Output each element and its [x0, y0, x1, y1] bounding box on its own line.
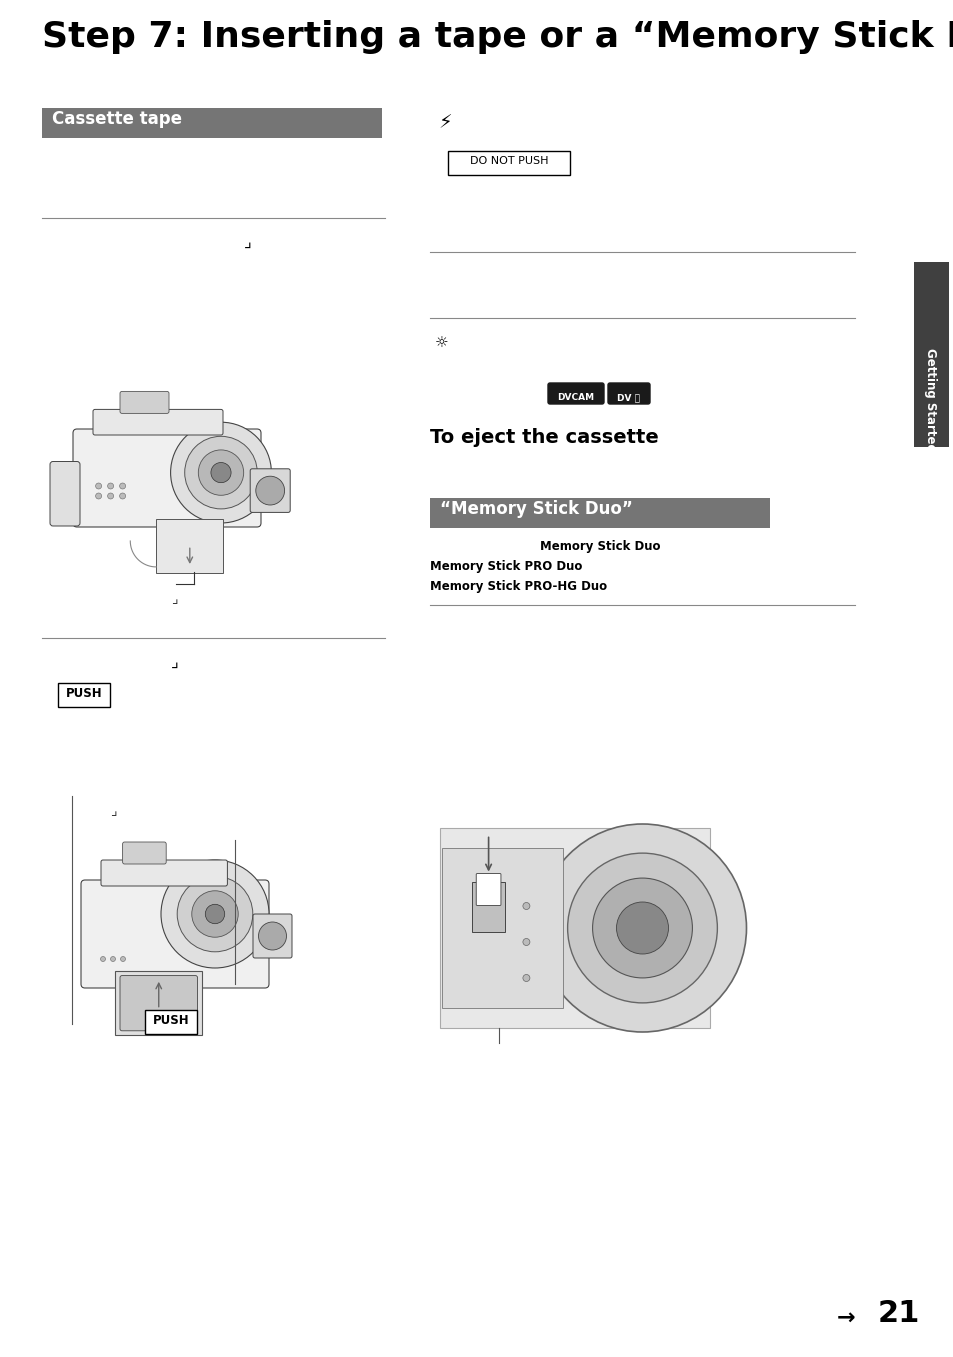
Bar: [115, 972, 202, 1035]
FancyBboxPatch shape: [50, 461, 80, 527]
FancyBboxPatch shape: [81, 879, 269, 988]
Circle shape: [119, 483, 126, 489]
Bar: [430, 498, 769, 528]
Bar: [472, 882, 504, 932]
Circle shape: [522, 974, 529, 981]
FancyBboxPatch shape: [250, 468, 290, 513]
Text: ⌟: ⌟: [244, 233, 252, 251]
Circle shape: [120, 957, 126, 962]
Circle shape: [192, 890, 238, 938]
Circle shape: [537, 824, 745, 1033]
Circle shape: [108, 483, 113, 489]
Circle shape: [592, 878, 692, 978]
Text: DVCAM: DVCAM: [557, 394, 594, 402]
Bar: [439, 828, 709, 1029]
FancyBboxPatch shape: [476, 874, 500, 905]
Text: 21: 21: [877, 1299, 920, 1329]
Text: PUSH: PUSH: [66, 687, 102, 700]
FancyBboxPatch shape: [73, 429, 261, 527]
Circle shape: [100, 957, 106, 962]
Bar: [913, 262, 948, 446]
Circle shape: [119, 493, 126, 499]
FancyBboxPatch shape: [120, 391, 169, 414]
Text: PUSH: PUSH: [152, 1014, 189, 1027]
Text: DV 内: DV 内: [617, 394, 639, 402]
FancyBboxPatch shape: [253, 915, 292, 958]
FancyBboxPatch shape: [145, 1010, 196, 1034]
FancyBboxPatch shape: [123, 841, 166, 864]
Circle shape: [108, 493, 113, 499]
Text: Getting Started: Getting Started: [923, 347, 937, 452]
Text: Memory Stick PRO-HG Duo: Memory Stick PRO-HG Duo: [430, 579, 606, 593]
FancyBboxPatch shape: [607, 383, 649, 404]
Text: “Memory Stick Duo”: “Memory Stick Duo”: [439, 499, 632, 518]
Text: ⚡: ⚡: [437, 113, 452, 132]
Text: ☼: ☼: [435, 337, 448, 351]
Circle shape: [255, 476, 284, 505]
Circle shape: [522, 939, 529, 946]
Circle shape: [177, 877, 253, 951]
Text: Memory Stick Duo: Memory Stick Duo: [539, 540, 659, 554]
Text: ⌟: ⌟: [171, 653, 178, 670]
Bar: [156, 520, 223, 574]
Circle shape: [616, 902, 668, 954]
Text: ⌟: ⌟: [172, 592, 177, 607]
FancyBboxPatch shape: [92, 410, 223, 436]
Bar: [441, 848, 563, 1008]
Circle shape: [95, 483, 101, 489]
Text: To eject the cassette: To eject the cassette: [430, 427, 659, 446]
Circle shape: [211, 463, 231, 483]
Circle shape: [198, 451, 243, 495]
Circle shape: [185, 437, 257, 509]
FancyBboxPatch shape: [101, 860, 227, 886]
Circle shape: [111, 957, 115, 962]
Circle shape: [522, 902, 529, 909]
Circle shape: [258, 921, 286, 950]
FancyBboxPatch shape: [448, 151, 569, 175]
FancyBboxPatch shape: [120, 976, 197, 1031]
Circle shape: [567, 854, 717, 1003]
Circle shape: [171, 422, 271, 522]
Text: Cassette tape: Cassette tape: [52, 110, 182, 128]
Text: →: →: [836, 1308, 854, 1329]
Text: ⌟: ⌟: [110, 803, 116, 818]
Circle shape: [161, 860, 269, 968]
FancyBboxPatch shape: [58, 683, 110, 707]
Circle shape: [95, 493, 101, 499]
Text: DO NOT PUSH: DO NOT PUSH: [469, 156, 548, 166]
Circle shape: [205, 904, 225, 924]
Text: Memory Stick PRO Duo: Memory Stick PRO Duo: [430, 560, 581, 573]
Text: Step 7: Inserting a tape or a “Memory Stick Duo”: Step 7: Inserting a tape or a “Memory St…: [42, 20, 953, 54]
Bar: [42, 109, 381, 138]
FancyBboxPatch shape: [547, 383, 603, 404]
